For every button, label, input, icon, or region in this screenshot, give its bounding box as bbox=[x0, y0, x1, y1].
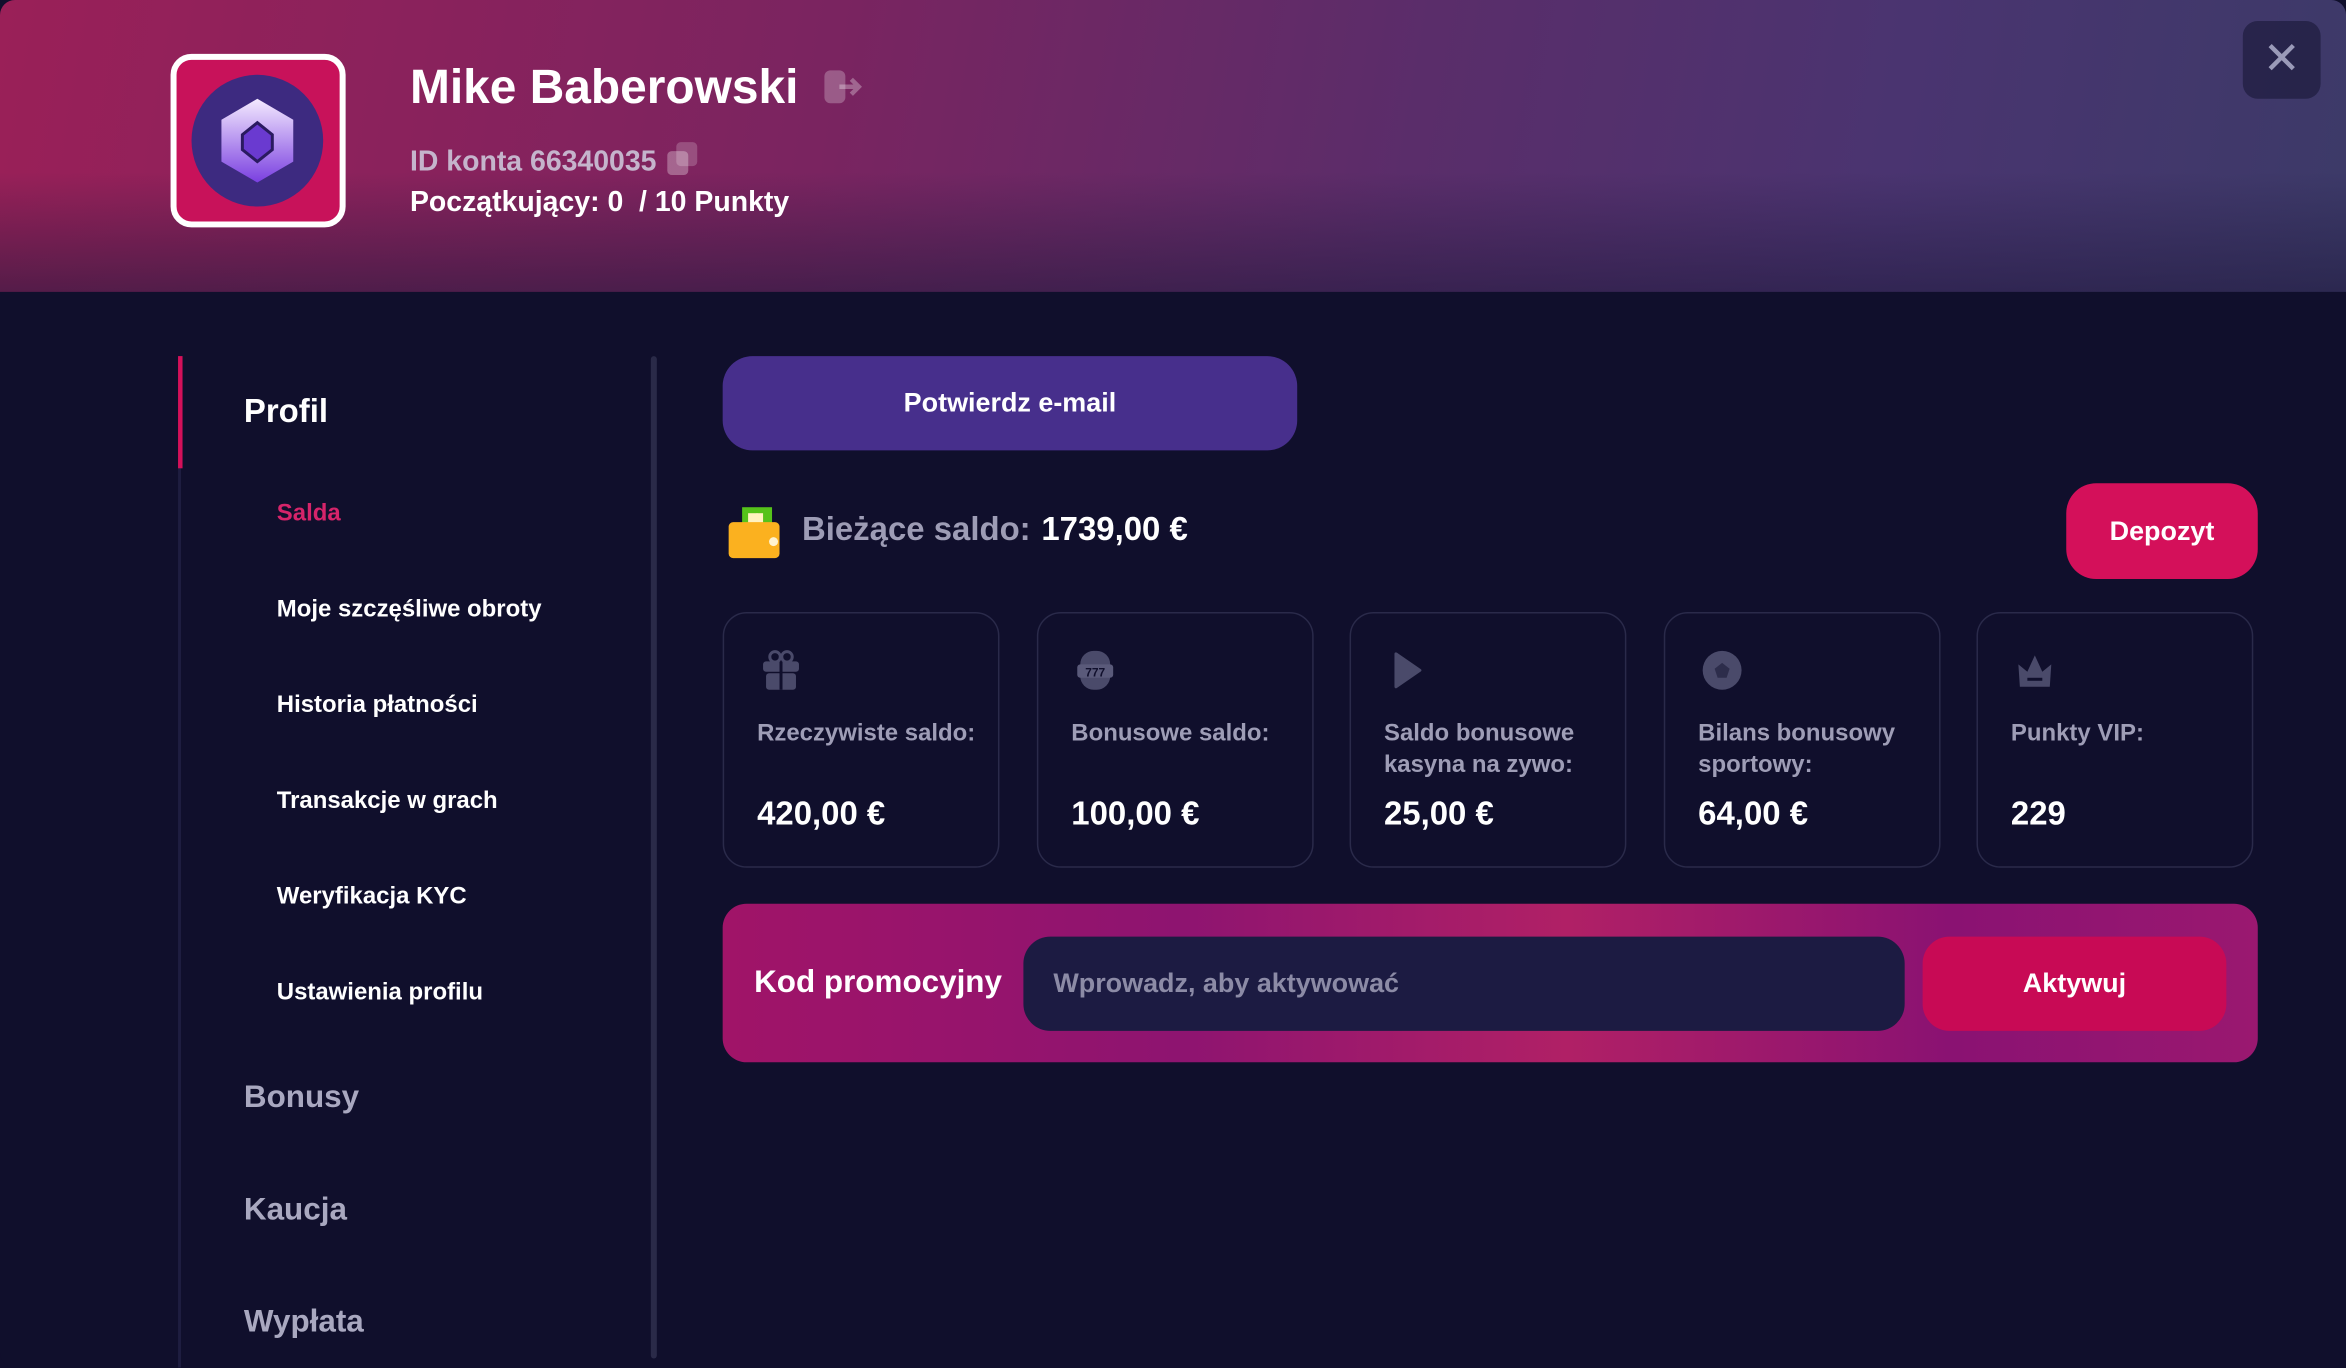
sidebar-track bbox=[178, 356, 182, 1368]
promo-code-input[interactable] bbox=[1023, 936, 1905, 1031]
close-button[interactable]: ✕ bbox=[2242, 20, 2321, 99]
sidebar-item-payment-history[interactable]: Historia płatności bbox=[276, 692, 478, 719]
sidebar-active-indicator bbox=[178, 356, 183, 469]
sidebar-item-profile-settings[interactable]: Ustawienia profilu bbox=[276, 980, 483, 1006]
crown-icon bbox=[2018, 655, 2052, 687]
balance-card-real: Rzeczywiste saldo: 420,00 € bbox=[722, 611, 1000, 868]
confirm-email-button[interactable]: Potwierdz e-mail bbox=[722, 356, 1298, 451]
balance-card-sports: Bilans bonusowy sportowy: 64,00 € bbox=[1663, 611, 1941, 868]
sidebar-item-kaucja[interactable]: Kaucja bbox=[243, 1192, 347, 1227]
copy-icon[interactable] bbox=[664, 139, 703, 178]
avatar bbox=[170, 53, 346, 228]
balance-card-vip: Punkty VIP: 229 bbox=[1976, 611, 2254, 868]
promo-code-label: Kod promocyjny bbox=[754, 965, 1002, 1000]
svg-text:777: 777 bbox=[1085, 665, 1105, 679]
logout-icon[interactable] bbox=[821, 67, 863, 106]
sidebar-scrollbar[interactable] bbox=[650, 356, 657, 1359]
sidebar-item-lucky-spins[interactable]: Moje szczęśliwe obroty bbox=[276, 596, 542, 623]
wallet-icon bbox=[728, 507, 780, 559]
sidebar-item-profil[interactable]: Profil bbox=[243, 392, 329, 430]
play-icon bbox=[1394, 652, 1422, 689]
deposit-button[interactable]: Depozyt bbox=[2066, 483, 2258, 580]
slot-machine-icon: 777 bbox=[1077, 650, 1114, 690]
user-name: Mike Baberowski bbox=[410, 60, 863, 115]
gem-badge-icon bbox=[221, 98, 294, 183]
current-balance-label: Bieżące saldo: bbox=[801, 510, 1031, 548]
level-progress: Początkujący: 0 / 10 Punkty bbox=[409, 187, 790, 219]
gift-icon bbox=[763, 650, 799, 690]
soccer-ball-icon bbox=[1702, 650, 1742, 690]
close-icon: ✕ bbox=[2262, 34, 2301, 84]
sidebar-item-salda[interactable]: Salda bbox=[276, 501, 341, 527]
sidebar-item-wyplata[interactable]: Wypłata bbox=[243, 1304, 364, 1340]
account-id: ID konta 66340035 bbox=[410, 139, 703, 179]
profile-header bbox=[0, 0, 2346, 292]
sidebar-item-kyc[interactable]: Weryfikacja KYC bbox=[276, 884, 467, 910]
balance-card-live-casino: Saldo bonusowe kasyna na zywo: 25,00 € bbox=[1349, 611, 1627, 868]
activate-button[interactable]: Aktywuj bbox=[1922, 936, 2227, 1031]
balance-card-bonus: 777 Bonusowe saldo: 100,00 € bbox=[1036, 611, 1314, 868]
sidebar-item-game-transactions[interactable]: Transakcje w grach bbox=[276, 788, 498, 814]
sidebar-item-bonusy[interactable]: Bonusy bbox=[243, 1080, 360, 1115]
current-balance-value: 1739,00 € bbox=[1041, 510, 1188, 548]
